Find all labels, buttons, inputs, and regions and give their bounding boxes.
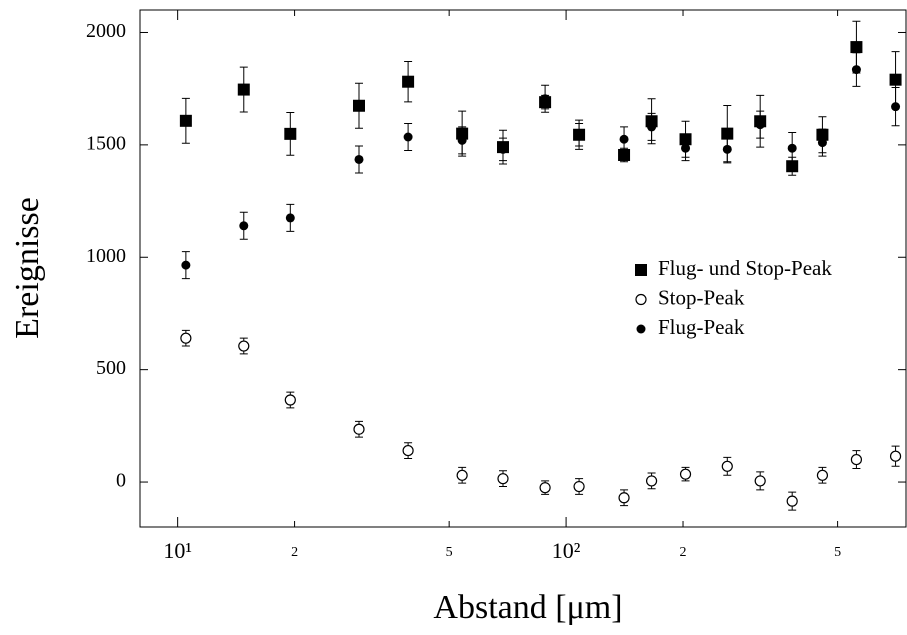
legend-marker: [636, 324, 646, 334]
y-tick-label: 2000: [86, 20, 126, 42]
legend-label: Stop-Peak: [658, 285, 745, 309]
legend-marker: [635, 293, 647, 306]
point: [889, 73, 902, 86]
point: [402, 444, 414, 457]
point: [889, 450, 902, 462]
point: [850, 453, 863, 466]
legend-label: Flug-Peak: [658, 315, 745, 339]
point: [618, 492, 630, 504]
y-tick-label: 1000: [86, 245, 126, 267]
y-tick-label: 500: [96, 357, 126, 379]
point: [787, 143, 797, 153]
x-tick-label: 2: [291, 545, 298, 560]
point: [352, 99, 365, 112]
point: [354, 154, 364, 164]
legend-label: Flug- und Stop-Peak: [658, 256, 832, 280]
point: [539, 482, 551, 494]
point: [284, 127, 297, 140]
x-axis-label: Abstand [μm]: [433, 589, 622, 626]
y-axis-label: Ereignisse: [9, 197, 46, 339]
x-tick-label: 5: [446, 545, 453, 560]
point: [574, 130, 584, 140]
legend-marker: [635, 264, 647, 276]
point: [238, 340, 250, 352]
point: [180, 332, 192, 344]
point: [681, 143, 691, 153]
point: [647, 122, 657, 132]
point: [403, 132, 413, 142]
point: [239, 221, 249, 231]
point: [816, 469, 829, 481]
point: [851, 65, 861, 75]
point: [181, 260, 191, 270]
point: [722, 144, 732, 154]
point: [850, 41, 863, 54]
point: [721, 460, 733, 472]
point: [786, 495, 798, 507]
point: [755, 120, 765, 130]
plot-frame: [139, 9, 907, 528]
point: [237, 83, 250, 96]
point: [284, 394, 296, 406]
point: [497, 473, 509, 485]
point: [891, 102, 901, 112]
point: [754, 475, 766, 487]
point: [817, 138, 827, 148]
y-tick-label: 0: [116, 470, 126, 492]
x-tick-label: 10¹: [163, 538, 192, 563]
point: [721, 127, 734, 140]
y-tick-label: 1500: [86, 132, 126, 154]
x-tick-label: 10²: [552, 538, 581, 563]
point: [573, 480, 585, 493]
x-tick-label: 5: [834, 545, 841, 560]
point: [498, 144, 508, 154]
point: [353, 423, 365, 435]
point: [179, 114, 192, 127]
point: [540, 94, 550, 104]
point: [457, 135, 467, 145]
point: [285, 213, 295, 223]
point: [402, 75, 415, 88]
point: [456, 469, 468, 481]
x-tick-label: 2: [680, 545, 687, 560]
point: [645, 475, 658, 487]
point: [619, 134, 629, 144]
point: [786, 160, 799, 173]
point: [679, 468, 692, 480]
